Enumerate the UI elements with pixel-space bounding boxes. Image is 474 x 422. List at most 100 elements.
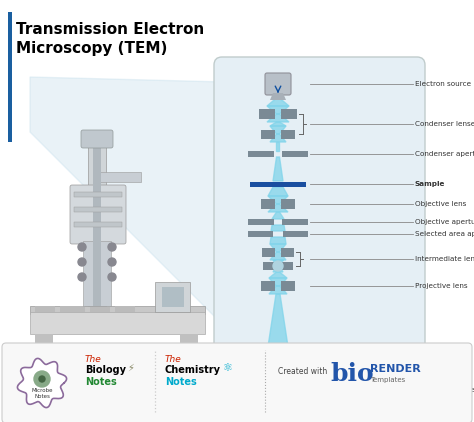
- Bar: [281, 109, 297, 119]
- Bar: [162, 287, 184, 307]
- Bar: [281, 130, 295, 138]
- Bar: [248, 219, 274, 225]
- FancyBboxPatch shape: [70, 185, 126, 244]
- Circle shape: [273, 261, 283, 271]
- Bar: [180, 334, 198, 354]
- Polygon shape: [267, 98, 289, 106]
- FancyBboxPatch shape: [81, 130, 113, 148]
- Polygon shape: [267, 106, 289, 114]
- Bar: [88, 146, 106, 306]
- Bar: [240, 386, 316, 394]
- Polygon shape: [267, 114, 289, 122]
- Text: Electron source: Electron source: [415, 81, 471, 87]
- Circle shape: [108, 273, 116, 281]
- Bar: [8, 12, 12, 142]
- Text: Condenser lenses: Condenser lenses: [415, 121, 474, 127]
- Polygon shape: [269, 286, 287, 294]
- Text: Projective lens: Projective lens: [415, 283, 468, 289]
- Polygon shape: [30, 77, 225, 327]
- Circle shape: [39, 376, 45, 382]
- Text: Objective lens: Objective lens: [415, 201, 466, 207]
- Bar: [281, 262, 293, 270]
- FancyBboxPatch shape: [265, 73, 291, 95]
- Bar: [281, 281, 295, 291]
- Polygon shape: [276, 142, 280, 151]
- Text: bio: bio: [330, 362, 374, 386]
- Bar: [281, 199, 295, 209]
- Bar: [96, 172, 141, 182]
- Bar: [282, 151, 308, 157]
- Text: The: The: [165, 354, 182, 363]
- Text: Notes: Notes: [165, 377, 197, 387]
- Bar: [261, 130, 275, 138]
- FancyBboxPatch shape: [2, 343, 472, 422]
- Polygon shape: [270, 93, 286, 100]
- Text: The: The: [85, 354, 102, 363]
- Polygon shape: [18, 358, 66, 408]
- Circle shape: [78, 273, 86, 281]
- Text: Microscopy (TEM): Microscopy (TEM): [16, 41, 167, 56]
- Polygon shape: [272, 212, 284, 219]
- Polygon shape: [270, 126, 286, 134]
- Polygon shape: [270, 237, 286, 244]
- Text: ⚛: ⚛: [223, 363, 233, 373]
- Polygon shape: [269, 278, 287, 286]
- Polygon shape: [262, 294, 294, 386]
- Circle shape: [78, 243, 86, 251]
- Text: Biology: Biology: [85, 365, 126, 375]
- Bar: [30, 306, 205, 314]
- Bar: [250, 182, 306, 187]
- Text: Created with: Created with: [278, 368, 327, 376]
- FancyBboxPatch shape: [214, 57, 425, 418]
- Bar: [259, 109, 275, 119]
- Circle shape: [34, 371, 50, 387]
- Bar: [35, 306, 55, 312]
- Bar: [30, 312, 205, 334]
- Bar: [35, 334, 53, 354]
- Text: Transmission Electron: Transmission Electron: [16, 22, 204, 37]
- Text: Chemistry: Chemistry: [165, 365, 221, 375]
- Polygon shape: [273, 266, 283, 272]
- Polygon shape: [269, 272, 287, 278]
- Bar: [263, 262, 275, 270]
- Text: Sample: Sample: [415, 181, 446, 187]
- Text: Templates: Templates: [370, 377, 405, 383]
- Bar: [248, 231, 273, 237]
- Polygon shape: [268, 204, 288, 212]
- Polygon shape: [271, 225, 285, 231]
- Text: Intermediate lenses: Intermediate lenses: [415, 256, 474, 262]
- Bar: [115, 306, 135, 312]
- Polygon shape: [268, 187, 288, 196]
- Bar: [60, 306, 85, 312]
- Circle shape: [108, 243, 116, 251]
- Text: Notes: Notes: [85, 377, 117, 387]
- Text: Objective aperture: Objective aperture: [415, 219, 474, 225]
- Polygon shape: [270, 134, 286, 142]
- Text: ⚡: ⚡: [127, 363, 134, 373]
- Bar: [74, 222, 122, 227]
- Text: Condenser aperture: Condenser aperture: [415, 151, 474, 157]
- Bar: [283, 231, 308, 237]
- Bar: [262, 247, 275, 257]
- Bar: [281, 247, 294, 257]
- Circle shape: [108, 258, 116, 266]
- Bar: [261, 281, 275, 291]
- Polygon shape: [273, 260, 283, 266]
- Polygon shape: [273, 157, 283, 181]
- Polygon shape: [270, 252, 286, 260]
- Text: Fluorescent screen: Fluorescent screen: [415, 387, 474, 393]
- Bar: [83, 241, 111, 306]
- Text: RENDER: RENDER: [370, 364, 421, 374]
- Bar: [248, 151, 274, 157]
- Bar: [261, 199, 275, 209]
- Bar: [282, 219, 308, 225]
- Polygon shape: [270, 122, 286, 126]
- FancyBboxPatch shape: [155, 282, 190, 312]
- Text: Microbe: Microbe: [31, 389, 53, 393]
- Bar: [74, 207, 122, 212]
- Bar: [93, 146, 101, 306]
- Polygon shape: [268, 196, 288, 204]
- Bar: [90, 306, 110, 312]
- Text: Notes: Notes: [34, 395, 50, 400]
- Text: Selected area aperture: Selected area aperture: [415, 231, 474, 237]
